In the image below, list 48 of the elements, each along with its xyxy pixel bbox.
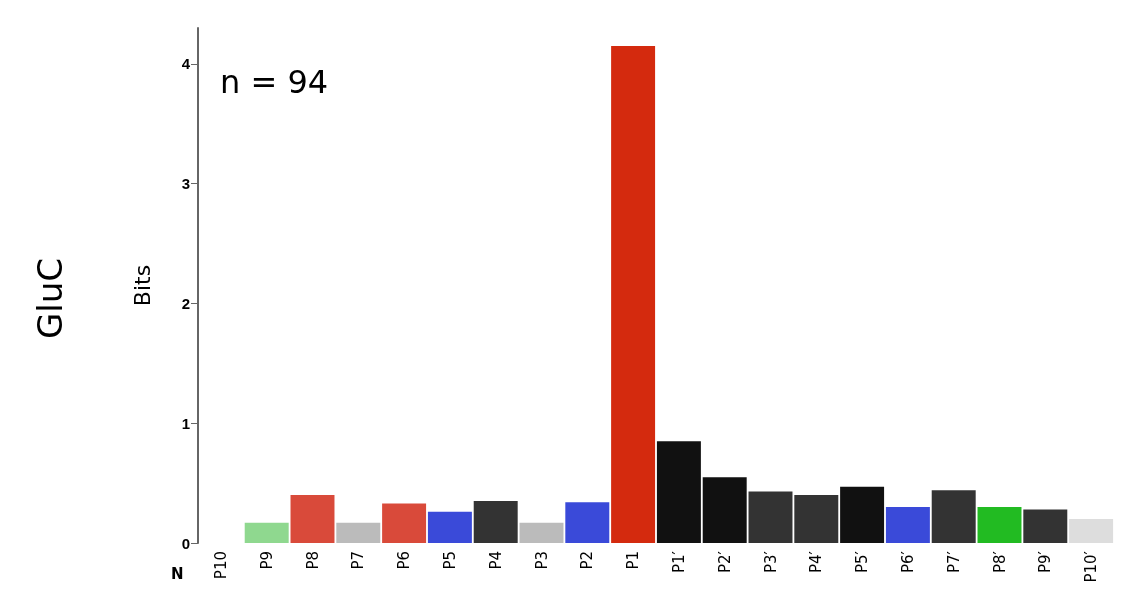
x-tick-label: P7′ (944, 550, 963, 573)
text: GluC (30, 257, 70, 340)
x-tick-label: P5 (440, 551, 459, 570)
text: N (171, 564, 184, 583)
y-tick-label: 4 (181, 55, 191, 73)
bar (748, 491, 793, 543)
x-tick-label: P9 (257, 551, 276, 570)
annotation: n = 94 (220, 63, 329, 101)
bar (1023, 509, 1068, 543)
x-tick-label: P5′ (853, 550, 872, 573)
x-tick-label: P2′ (715, 550, 734, 573)
x-tick-label: P4 (486, 551, 505, 570)
x-tick-label: P1′ (669, 550, 688, 573)
y-tick-label: 3 (181, 175, 190, 193)
x-tick-label: P10 (211, 551, 230, 580)
y-tick-label: 2 (181, 294, 190, 312)
x-tick-label: P2 (578, 551, 597, 570)
bar (244, 522, 289, 543)
x-tick-label: P8′ (990, 550, 1009, 573)
x-tick-label: P6 (395, 551, 414, 570)
y-axis-title: Bits (129, 264, 155, 307)
x-tick-label: P6′ (898, 550, 917, 573)
bar (382, 503, 427, 543)
bar (656, 441, 701, 543)
bar (519, 522, 564, 543)
x-tick-label: P10′ (1082, 550, 1101, 583)
bar (977, 507, 1022, 543)
bar (840, 486, 885, 543)
bar (336, 522, 381, 543)
x-tick-label: P7 (349, 551, 368, 570)
x-tick-label: P8 (303, 551, 322, 570)
bar (1069, 519, 1114, 543)
bar (702, 477, 747, 543)
x-tick-label: P1 (624, 551, 643, 570)
x-tick-label: P9′ (1036, 550, 1055, 573)
bar (931, 490, 976, 543)
y-tick-label: 0 (181, 534, 190, 552)
bar (885, 507, 930, 543)
bar (565, 502, 610, 543)
bar (794, 495, 839, 543)
bar (473, 501, 518, 543)
y-tick-label: 1 (181, 414, 190, 432)
bar (611, 45, 656, 543)
x-tick-label: P3 (532, 551, 551, 570)
x-tick-label: P4′ (807, 550, 826, 573)
bar (290, 495, 335, 543)
bar (427, 511, 472, 543)
x-tick-label: P3′ (761, 550, 780, 573)
